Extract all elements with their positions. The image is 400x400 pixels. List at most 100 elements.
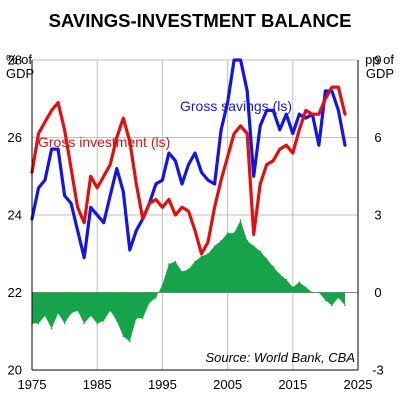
gross-savings-ls-point-2005 <box>226 101 229 104</box>
gross-savings-ls-point-2006 <box>233 59 235 61</box>
gross-savings-ls-point-2007 <box>239 59 242 61</box>
gross-investment-ls-point-1993 <box>148 202 151 205</box>
x-tick-label-0: 1975 <box>18 377 47 392</box>
gross-savings-ls-point-1988 <box>116 167 118 170</box>
gross-savings-ls-point-2009 <box>252 175 255 178</box>
gross-savings-ls-point-1997 <box>174 160 177 162</box>
balance-rs-point-2018 <box>311 291 314 294</box>
gross-investment-ls-point-1976 <box>37 132 40 135</box>
gross-investment-ls-point-2021 <box>331 86 333 88</box>
gross-savings-ls-point-2014 <box>285 113 288 115</box>
balance-rs-point-2003 <box>213 245 216 247</box>
gross-savings-ls-point-2017 <box>305 117 307 119</box>
tick-labels: 20 22 24 26 28 -3 0 3 6 9 1975 1985 1995 2005 2015 2025 <box>8 53 384 393</box>
gross-savings-ls-point-2010 <box>259 125 262 127</box>
balance-rs-point-2023 <box>344 304 346 307</box>
gross-savings-ls-point-2020 <box>324 90 327 92</box>
gross-investment-ls-point-1988 <box>116 136 118 139</box>
gross-investment-ls-point-2002 <box>207 241 209 243</box>
right-tick-label-1: 0 <box>374 285 381 300</box>
balance-rs-point-2022 <box>337 296 340 299</box>
balance-rs-point-1976 <box>37 322 40 325</box>
gross-savings-ls-point-2022 <box>337 109 340 112</box>
balance-rs-point-1984 <box>89 315 92 317</box>
gross-savings-ls-point-2015 <box>292 132 294 135</box>
gross-investment-ls-point-1998 <box>181 206 183 209</box>
right-axis-unit-line2: GDP <box>366 66 394 81</box>
x-tick-label-5: 2025 <box>344 377 373 392</box>
left-axis-unit-line2: GDP <box>6 66 34 81</box>
gross-investment-ls-point-2011 <box>265 163 268 166</box>
balance-rs-point-2020 <box>324 299 327 302</box>
balance-rs-point-2010 <box>259 250 262 252</box>
gross-investment-ls-point-1983 <box>83 221 85 224</box>
gross-investment-ls-point-2023 <box>344 113 346 115</box>
series-label-balance: Balance (rs) <box>50 289 125 305</box>
balance-rs-point-2013 <box>279 273 281 276</box>
gross-savings-ls-point-1980 <box>63 194 66 197</box>
gross-investment-ls-point-2006 <box>233 132 235 135</box>
gross-investment-ls-point-2007 <box>239 125 242 127</box>
balance-rs-point-1997 <box>174 260 177 263</box>
gross-investment-ls-point-1994 <box>155 198 157 201</box>
gross-investment-ls-point-2018 <box>311 113 314 115</box>
balance-rs-point-1998 <box>181 271 183 273</box>
balance-rs-point-2012 <box>272 265 275 268</box>
balance-rs-point-1978 <box>50 327 53 330</box>
balance-rs-point-1988 <box>116 320 118 322</box>
x-tick-label-3: 2005 <box>213 377 242 392</box>
balance-rs-point-2000 <box>194 260 196 263</box>
gross-investment-ls-point-1999 <box>187 210 190 212</box>
gross-investment-ls-point-1981 <box>70 167 72 170</box>
gross-savings-ls-point-1983 <box>83 256 85 259</box>
gross-investment-ls-point-2004 <box>220 179 222 181</box>
right-tick-label-2: 3 <box>374 208 381 223</box>
balance-rs-point-2015 <box>292 286 294 289</box>
balance-rs-point-1977 <box>44 315 46 317</box>
left-tick-label-1: 22 <box>8 285 22 300</box>
balance-rs-point-2005 <box>226 232 229 234</box>
right-tick-label-0: -3 <box>372 363 384 378</box>
gross-savings-ls-point-1978 <box>50 148 53 150</box>
gross-investment-ls-point-1989 <box>122 117 125 119</box>
gross-investment-ls-point-1984 <box>89 175 92 178</box>
balance-rs-point-2006 <box>233 232 235 234</box>
line-series-layer <box>30 58 347 260</box>
balance-rs-area <box>32 220 345 342</box>
gross-savings-ls-point-1984 <box>89 206 92 209</box>
gross-investment-ls-point-1990 <box>129 140 131 143</box>
gross-investment-ls-point-1986 <box>102 175 105 178</box>
axes <box>31 60 359 371</box>
gross-investment-ls-point-2020 <box>324 98 327 100</box>
balance-rs-point-1993 <box>148 302 151 304</box>
balance-rs-point-1999 <box>187 268 190 271</box>
balance-rs-point-2001 <box>200 255 203 258</box>
left-tick-label-4: 28 <box>8 53 22 68</box>
gross-savings-ls-point-2012 <box>272 109 275 112</box>
gross-savings-ls-point-2023 <box>344 144 346 146</box>
balance-rs-point-1989 <box>122 335 125 338</box>
chart-title: SAVINGS-INVESTMENT BALANCE <box>49 10 352 31</box>
balance-rs-point-2021 <box>331 304 333 307</box>
gross-savings-ls-point-2003 <box>213 183 216 185</box>
gross-investment-ls-point-2016 <box>298 129 301 131</box>
gross-savings-ls-point-1985 <box>96 214 98 216</box>
gross-savings-ls-point-1995 <box>161 179 164 181</box>
balance-area-layer <box>31 219 346 343</box>
balance-rs-point-1979 <box>57 312 59 315</box>
balance-rs-point-1990 <box>129 340 131 343</box>
gross-investment-ls-point-1987 <box>109 163 111 166</box>
gross-investment-ls-point-1991 <box>135 183 138 185</box>
balance-rs-point-1991 <box>135 317 138 320</box>
balance-rs-point-1986 <box>102 320 105 322</box>
gross-savings-ls-point-1987 <box>109 194 111 197</box>
gross-investment-ls-point-1978 <box>50 109 53 112</box>
balance-rs-point-2011 <box>265 258 268 260</box>
series-label-gross-savings: Gross savings (ls) <box>180 98 292 114</box>
left-axis-unit-line1: % of <box>6 52 32 67</box>
gross-investment-ls-point-2003 <box>213 206 216 209</box>
balance-rs-point-2009 <box>252 245 255 247</box>
gross-investment-ls-point-2010 <box>259 183 262 185</box>
gross-investment-ls-point-2013 <box>279 148 281 150</box>
